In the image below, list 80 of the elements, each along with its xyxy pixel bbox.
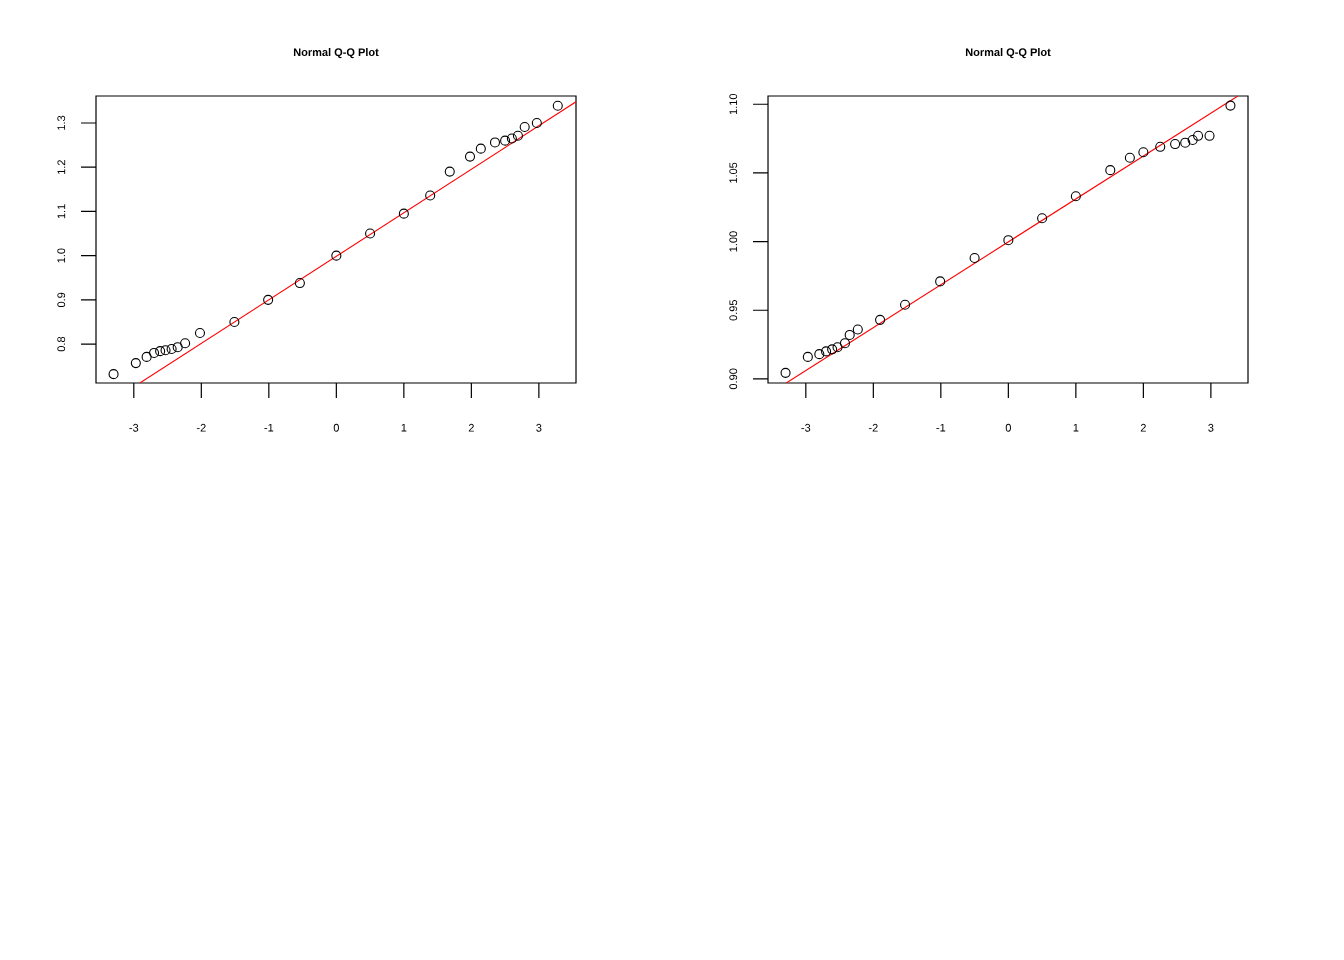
y-tick-label: 1.10: [729, 93, 738, 115]
x-tick-label: 0: [1005, 423, 1011, 432]
point: [1105, 165, 1116, 176]
y-tick-label: 1.05: [729, 162, 738, 183]
point: [969, 252, 980, 264]
point: [827, 344, 838, 355]
point: [1138, 147, 1149, 158]
point: [365, 228, 376, 239]
x-tick-label: 0: [333, 423, 339, 432]
x-tick-label: 2: [468, 423, 474, 432]
x-tick-label: 2: [1140, 423, 1146, 432]
y-tick-label: 1.2: [57, 160, 66, 174]
point: [172, 342, 183, 353]
y-tick-label: 0.95: [729, 299, 738, 321]
point: [821, 346, 832, 357]
x-tick-label: 3: [536, 423, 542, 432]
x-tick-label: 1: [1073, 423, 1079, 432]
point: [149, 347, 160, 358]
point: [814, 349, 825, 360]
point: [263, 294, 274, 305]
point: [108, 369, 119, 380]
point: [464, 151, 476, 162]
point: [552, 100, 563, 111]
x-tick-label: 1: [401, 423, 407, 432]
point: [489, 137, 501, 148]
point: [832, 342, 843, 353]
point: [475, 143, 486, 154]
point: [1037, 213, 1048, 224]
point: [1193, 130, 1204, 141]
point: [852, 324, 863, 335]
x-tick-label: 3: [1208, 423, 1214, 432]
point: [130, 358, 141, 369]
point: [294, 278, 305, 289]
chart-title: Normal Q-Q Plot: [293, 48, 379, 59]
point: [425, 190, 436, 201]
point: [180, 338, 191, 349]
point: [900, 299, 911, 310]
point: [875, 314, 886, 325]
point: [1124, 152, 1135, 163]
x-tick-label: -3: [129, 423, 139, 432]
point: [194, 327, 206, 339]
point: [512, 130, 523, 141]
x-tick-label: -3: [801, 423, 811, 432]
y-tick-label: 1.0: [57, 248, 66, 263]
point: [398, 208, 409, 219]
point: [1155, 141, 1166, 152]
point: [780, 367, 791, 378]
chart-title: Normal Q-Q Plot: [965, 48, 1051, 59]
point: [229, 316, 240, 328]
point: [160, 345, 171, 356]
point: [802, 351, 813, 362]
point: [444, 166, 455, 177]
y-tick-label: 1.1: [57, 204, 66, 219]
point: [1070, 191, 1081, 202]
point: [844, 329, 855, 340]
point: [1003, 235, 1014, 246]
point: [1187, 134, 1198, 145]
point: [1180, 137, 1191, 148]
x-tick-label: -1: [264, 423, 274, 432]
point: [1225, 100, 1236, 111]
point: [141, 351, 152, 362]
point: [839, 338, 851, 349]
point: [166, 343, 177, 354]
point: [331, 250, 342, 261]
y-tick-label: 0.90: [729, 368, 738, 390]
x-tick-label: -1: [936, 423, 946, 432]
point: [519, 121, 530, 133]
point: [1204, 130, 1215, 141]
point: [935, 276, 946, 287]
x-tick-label: -2: [196, 423, 206, 432]
point: [531, 117, 542, 129]
y-tick-label: 0.8: [57, 336, 66, 352]
y-tick-label: 0.9: [57, 292, 66, 308]
point: [155, 346, 166, 357]
point: [500, 135, 511, 146]
y-tick-label: 1.00: [729, 231, 738, 252]
point: [506, 133, 517, 144]
point: [1170, 139, 1181, 150]
y-tick-label: 1.3: [57, 115, 66, 130]
x-tick-label: -2: [868, 423, 878, 432]
